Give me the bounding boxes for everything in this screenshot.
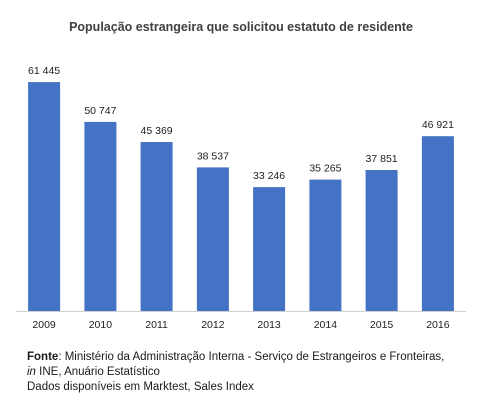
x-tick-label-2010: 2010 (89, 319, 113, 331)
x-tick-label-2013: 2013 (257, 319, 281, 331)
data-label-2016: 46 921 (422, 119, 454, 131)
bar-2011 (140, 142, 173, 311)
bar-2013 (253, 187, 286, 311)
data-label-2013: 33 246 (253, 170, 285, 182)
bar-2009 (28, 82, 61, 311)
x-tick-label-2012: 2012 (201, 319, 225, 331)
x-tick-label-2016: 2016 (426, 319, 450, 331)
bar-2014 (309, 179, 342, 311)
data-label-2009: 61 445 (28, 65, 60, 77)
bars-group (28, 82, 454, 312)
data-labels-group: 61 445 50 747 45 369 38 537 33 246 35 265 37 8… (28, 65, 454, 182)
x-tick-label-2011: 2011 (145, 319, 168, 331)
bar-2010 (84, 121, 117, 312)
source-label: Fonte (27, 351, 59, 363)
x-tick-label-2015: 2015 (370, 319, 394, 331)
source-line-1: Fonte: Ministério da Administração Inter… (27, 350, 467, 365)
data-label-2012: 38 537 (197, 150, 229, 162)
data-label-2011: 45 369 (141, 125, 173, 137)
data-label-2015: 37 851 (366, 153, 398, 165)
x-tick-labels-group: 2009 2010 2011 2012 2013 2014 2015 2016 (32, 319, 449, 331)
x-tick-label-2014: 2014 (314, 319, 338, 331)
data-label-2010: 50 747 (84, 105, 116, 117)
bar-chart: População estrangeira que solicitou esta… (16, 20, 466, 331)
source-publication: INE, Anuário Estatístico (35, 366, 160, 378)
source-availability: Dados disponíveis em Marktest, Sales Ind… (27, 381, 254, 393)
source-note: Fonte: Ministério da Administração Inter… (27, 350, 467, 395)
x-tick-label-2009: 2009 (32, 319, 56, 331)
bar-2016 (421, 136, 454, 311)
source-in-word: in (27, 366, 36, 378)
bar-2015 (365, 170, 398, 311)
data-label-2014: 35 265 (309, 163, 341, 175)
source-text: : Ministério da Administração Interna - … (58, 351, 445, 363)
chart-title: População estrangeira que solicitou esta… (69, 20, 413, 34)
bar-2012 (196, 167, 229, 311)
source-line-2: in INE, Anuário Estatístico (27, 365, 467, 380)
